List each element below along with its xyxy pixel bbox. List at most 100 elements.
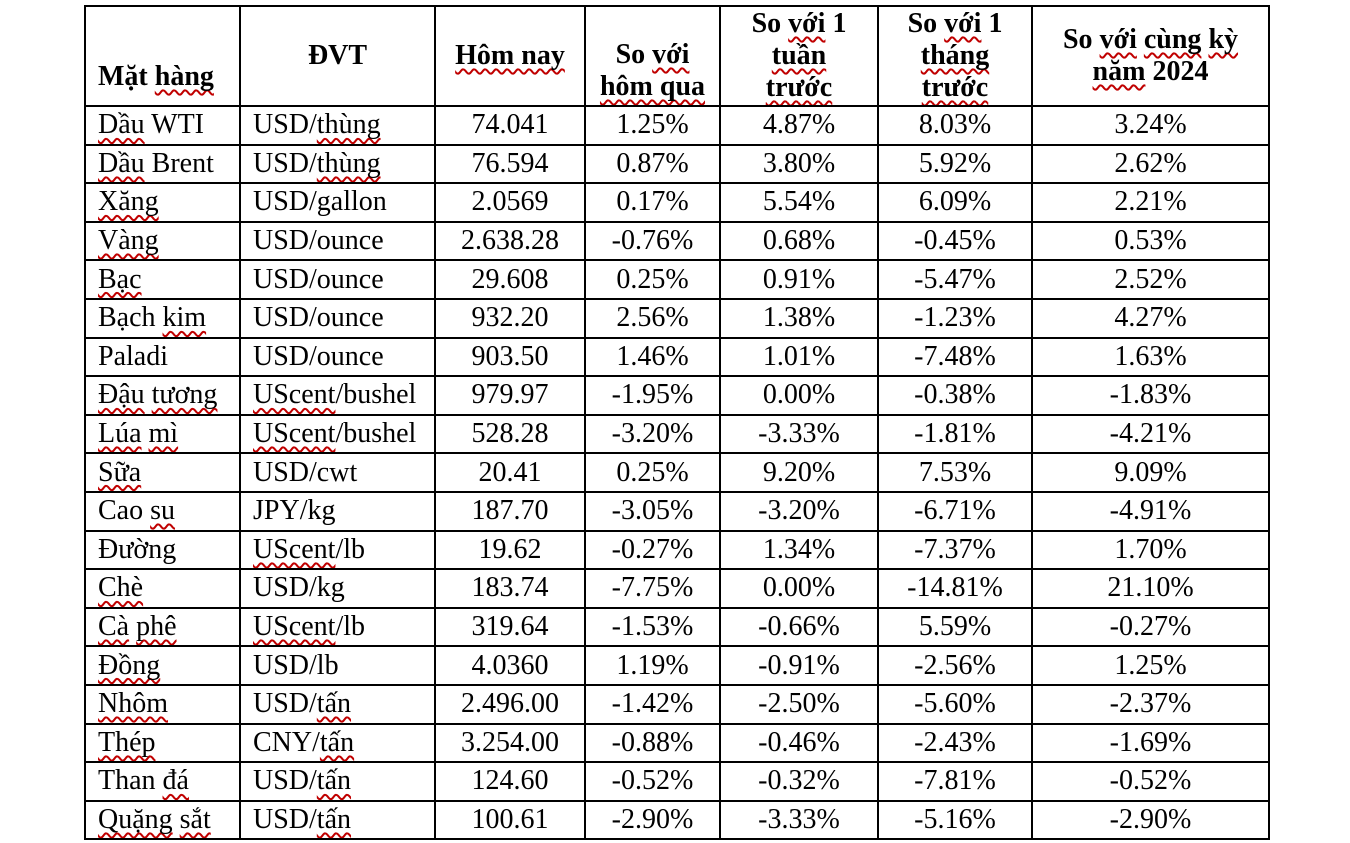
cell-vs_yesterday: -0.88%	[584, 722, 721, 764]
spellcheck-squiggle-text: Hôm nay	[455, 40, 565, 71]
cell-unit: UScent/lb	[239, 606, 436, 648]
cell-item: Nhôm	[84, 683, 241, 725]
cell-unit: UScent/lb	[239, 529, 436, 571]
cell-today: 29.608	[434, 259, 586, 300]
spellcheck-squiggle-text: với	[944, 8, 982, 39]
cell-item: Bạch kim	[84, 297, 241, 339]
cell-vs_last_week: -3.33%	[719, 413, 879, 455]
cell-vs_last_month: -6.71%	[877, 490, 1033, 532]
cell-vs_last_month: -0.45%	[877, 220, 1033, 262]
cell-today: 76.594	[434, 143, 586, 185]
spellcheck-squiggle-text: tấn	[316, 803, 352, 835]
table-row: Đồng USD/lb 4.0360 1.19% -0.91% -2.56% 1.25%	[84, 645, 1270, 686]
plain-text: /bushel	[335, 418, 417, 450]
cell-vs_yesterday: -7.75%	[584, 568, 721, 609]
cell-vs_last_month: -7.48%	[877, 336, 1033, 378]
spellcheck-squiggle-text: tấn	[316, 765, 352, 797]
cell-unit: UScent/bushel	[239, 375, 436, 416]
cell-item: Cà phê	[84, 606, 241, 648]
cell-vs_last_week: 1.38%	[719, 297, 879, 339]
plain-text	[142, 418, 149, 449]
cell-vs_last_week: -0.66%	[719, 606, 879, 648]
cell-vs_2024: -0.27%	[1031, 606, 1270, 648]
plain-text: USD/	[253, 688, 317, 720]
cell-item: Dầu WTI	[84, 105, 241, 146]
cell-vs_yesterday: 1.46%	[584, 336, 721, 378]
spellcheck-squiggle-text: kim	[162, 302, 207, 334]
spellcheck-squiggle-text: tháng	[920, 40, 990, 71]
cell-vs_last_month: -0.38%	[877, 375, 1033, 416]
cell-vs_yesterday: 0.87%	[584, 143, 721, 185]
plain-text: USD/gallon	[253, 186, 387, 218]
spellcheck-squiggle-text: tuần	[771, 40, 827, 71]
cell-vs_2024: 1.25%	[1031, 645, 1270, 686]
cell-vs_last_month: 5.59%	[877, 606, 1033, 648]
spellcheck-squiggle-text: Đồng	[98, 649, 161, 681]
cell-today: 4.0360	[434, 645, 586, 686]
column-header-vs_2024: So với cùng kỳ năm 2024	[1031, 5, 1270, 107]
cell-unit: USD/gallon	[239, 182, 436, 223]
cell-today: 3.254.00	[434, 722, 586, 764]
spellcheck-squiggle-text: hôm qua	[599, 71, 706, 102]
cell-vs_last_week: 5.54%	[719, 182, 879, 223]
cell-vs_2024: -1.83%	[1031, 375, 1270, 416]
cell-item: Lúa mì	[84, 413, 241, 455]
cell-vs_2024: 2.52%	[1031, 259, 1270, 300]
plain-text	[1137, 24, 1144, 55]
spellcheck-squiggle-text: Lúa	[98, 418, 142, 450]
header-line: Mặt hàng	[98, 61, 238, 93]
table-row: Chè USD/kg 183.74 -7.75% 0.00% -14.81% 21.10%	[84, 568, 1270, 609]
cell-vs_last_week: 0.68%	[719, 220, 879, 262]
spellcheck-squiggle-text: UScent	[253, 379, 336, 411]
plain-text: USD/	[253, 803, 317, 835]
cell-today: 187.70	[434, 490, 586, 532]
cell-vs_last_week: -0.46%	[719, 722, 879, 764]
cell-vs_2024: 3.24%	[1031, 105, 1270, 146]
plain-text: 2024	[1145, 56, 1209, 87]
cell-today: 932.20	[434, 297, 586, 339]
cell-item: Bạc	[84, 259, 241, 300]
cell-vs_yesterday: -0.76%	[584, 220, 721, 262]
spellcheck-squiggle-text: su	[150, 495, 176, 527]
cell-vs_last_month: -7.81%	[877, 761, 1033, 802]
plain-text: /lb	[335, 533, 365, 565]
cell-vs_2024: 2.62%	[1031, 143, 1270, 185]
cell-vs_last_week: -3.33%	[719, 799, 879, 841]
plain-text: WTI	[144, 109, 205, 141]
cell-vs_2024: 9.09%	[1031, 452, 1270, 493]
table-row: Nhôm USD/tấn 2.496.00 -1.42% -2.50% -5.60% -2.…	[84, 683, 1270, 725]
cell-unit: USD/cwt	[239, 452, 436, 493]
cell-vs_last_week: -3.20%	[719, 490, 879, 532]
spellcheck-squiggle-text: Đậu	[98, 379, 145, 411]
cell-vs_last_week: -0.91%	[719, 645, 879, 686]
cell-today: 183.74	[434, 568, 586, 609]
plain-text	[173, 804, 180, 835]
cell-item: Vàng	[84, 220, 241, 262]
cell-vs_last_month: -7.37%	[877, 529, 1033, 571]
cell-today: 319.64	[434, 606, 586, 648]
column-header-vs_last_month: So với 1 tháng trước	[877, 5, 1033, 107]
cell-vs_2024: 4.27%	[1031, 297, 1270, 339]
plain-text: Đường	[98, 533, 177, 565]
plain-text: CNY/	[253, 726, 320, 758]
table-row: Dầu Brent USD/thùng 76.594 0.87% 3.80% 5.92% 2…	[84, 143, 1270, 185]
cell-vs_last_month: -1.23%	[877, 297, 1033, 339]
cell-vs_yesterday: -2.90%	[584, 799, 721, 841]
cell-vs_last_week: 0.91%	[719, 259, 879, 300]
spellcheck-squiggle-text: UScent	[253, 533, 336, 565]
header-line: So với 1	[883, 8, 1027, 40]
table-row: Vàng USD/ounce 2.638.28 -0.76% 0.68% -0.45% 0.…	[84, 220, 1270, 262]
cell-unit: USD/tấn	[239, 799, 436, 841]
cell-vs_last_month: 7.53%	[877, 452, 1033, 493]
cell-vs_last_month: 5.92%	[877, 143, 1033, 185]
table-row: Bạc USD/ounce 29.608 0.25% 0.91% -5.47% 2.52%	[84, 259, 1270, 300]
plain-text: So	[615, 39, 653, 70]
cell-vs_last_month: -2.43%	[877, 722, 1033, 764]
cell-vs_yesterday: 1.19%	[584, 645, 721, 686]
plain-text: So	[907, 8, 945, 39]
header-line: So với	[590, 39, 715, 71]
cell-vs_yesterday: -1.42%	[584, 683, 721, 725]
cell-item: Quặng sắt	[84, 799, 241, 841]
